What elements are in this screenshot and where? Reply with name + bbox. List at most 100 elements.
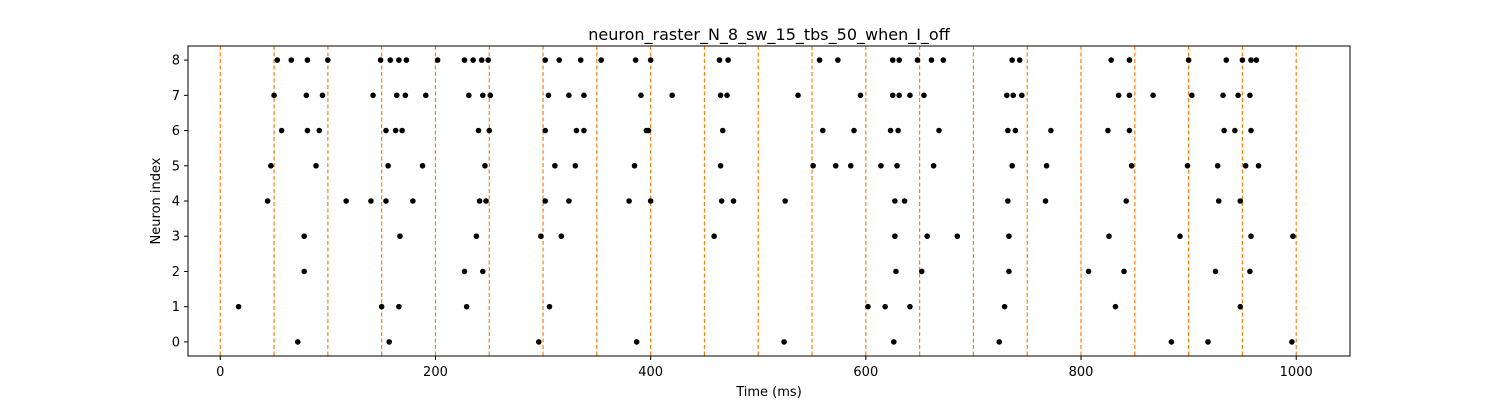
spike-point [719, 127, 726, 134]
spike-point [901, 198, 908, 204]
spike-point [316, 127, 323, 134]
spike-point [810, 162, 816, 169]
spike-point [1289, 339, 1295, 345]
spike-point [466, 92, 472, 99]
spike-point [725, 57, 731, 63]
spike-point [535, 339, 542, 345]
spike-point [669, 92, 675, 99]
y-axis-label: Neuron index [149, 157, 164, 244]
spike-point [1214, 162, 1221, 169]
spike-point [889, 92, 896, 99]
spike-point [1005, 127, 1011, 134]
spike-point [892, 198, 898, 204]
spike-point [486, 127, 493, 134]
y-tick-label: 1 [172, 300, 180, 315]
spike-point [581, 92, 587, 99]
spike-point [1247, 92, 1253, 99]
spike-point [1012, 127, 1019, 134]
spike-point [1043, 162, 1050, 169]
spike-point [647, 198, 654, 204]
spike-point [832, 162, 839, 169]
spike-point [572, 162, 579, 169]
spike-point [1185, 57, 1192, 63]
spike-point [461, 57, 468, 63]
spike-point [480, 268, 486, 275]
spike-point [1128, 162, 1135, 169]
spike-point [304, 127, 311, 134]
spike-point [278, 127, 285, 134]
spike-point [718, 198, 725, 204]
spike-point [545, 92, 552, 99]
spike-point [940, 57, 947, 63]
spike-point [485, 57, 491, 63]
spike-point [552, 162, 558, 169]
spike-point [1126, 57, 1133, 63]
spike-point [717, 162, 724, 169]
spike-point [892, 233, 898, 240]
spike-point [396, 303, 402, 310]
spike-point [542, 57, 549, 63]
x-tick-label: 400 [638, 365, 663, 380]
spike-point [1248, 57, 1254, 63]
spike-point [907, 92, 913, 99]
spike-point [368, 198, 374, 204]
y-tick-label: 0 [172, 335, 180, 350]
spike-point [1106, 233, 1112, 240]
spike-point [632, 57, 639, 63]
spike-point [480, 92, 486, 99]
spike-point [475, 127, 482, 134]
spike-point [313, 162, 319, 169]
spike-point [393, 92, 400, 99]
spike-point [1242, 162, 1249, 169]
spike-point [473, 233, 480, 240]
spike-point [1247, 268, 1253, 275]
spike-point [1001, 303, 1008, 310]
spike-point [795, 92, 801, 99]
spike-point [1112, 303, 1119, 310]
spike-point [626, 198, 632, 204]
spike-point [1105, 127, 1111, 134]
spike-point [724, 92, 730, 99]
spike-point [1121, 268, 1127, 275]
x-tick-label: 1000 [1280, 365, 1313, 380]
y-tick-label: 6 [172, 124, 180, 139]
spike-point [1150, 92, 1156, 99]
spike-point [921, 92, 927, 99]
spike-point [914, 57, 921, 63]
spike-point [482, 162, 488, 169]
spike-point [928, 57, 935, 63]
spike-point [288, 57, 295, 63]
spike-point [891, 339, 897, 345]
spike-point [1009, 57, 1015, 63]
spike-point [907, 303, 913, 310]
y-tick-label: 2 [172, 265, 180, 280]
spike-point [274, 57, 281, 63]
spike-point [392, 127, 399, 134]
spike-point [422, 92, 429, 99]
spike-point [895, 127, 901, 134]
spike-point [370, 92, 376, 99]
spike-point [1126, 127, 1133, 134]
spike-point [1085, 268, 1092, 275]
spike-point [1253, 57, 1260, 63]
spike-point [1290, 233, 1296, 240]
spike-point [1223, 57, 1230, 63]
spike-point [633, 339, 640, 345]
spike-point [235, 303, 242, 310]
spike-point [936, 127, 942, 134]
spike-point [1215, 198, 1222, 204]
spike-point [1168, 339, 1175, 345]
spike-point [463, 303, 470, 310]
spike-point [386, 339, 392, 345]
spike-point [896, 57, 902, 63]
spike-point [402, 92, 409, 99]
spike-point [573, 127, 580, 134]
spike-point [581, 127, 587, 134]
spike-point [851, 127, 857, 134]
spike-point [1205, 339, 1211, 345]
spike-point [303, 92, 310, 99]
spike-point [878, 162, 884, 169]
spike-point [546, 303, 553, 310]
spike-point [882, 303, 888, 310]
